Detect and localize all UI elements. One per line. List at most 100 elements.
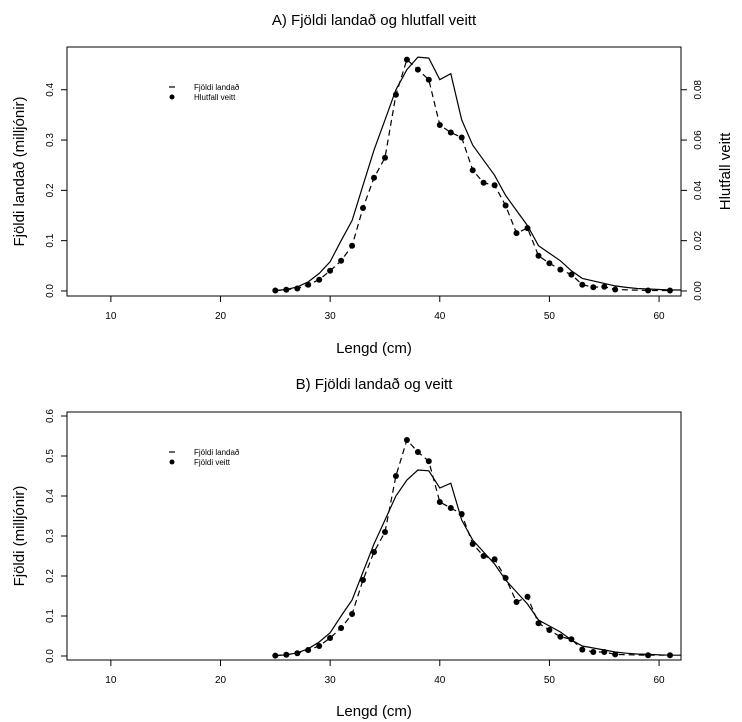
- data-point: [349, 611, 356, 617]
- y-tick-label: 0.3: [45, 529, 56, 543]
- y-tick-label: 0.5: [45, 449, 56, 463]
- legend-entry: Fjöldi landað: [194, 448, 240, 457]
- data-point: [480, 179, 487, 186]
- x-tick-label: 60: [654, 675, 666, 686]
- data-point: [392, 91, 399, 98]
- data-point: [294, 650, 301, 657]
- data-point: [469, 541, 476, 547]
- x-axis-label: Lengd (cm): [336, 703, 412, 720]
- y-tick-label: 0.1: [45, 609, 56, 623]
- data-point: [349, 242, 356, 249]
- data-point: [502, 575, 509, 581]
- data-point: [371, 174, 377, 181]
- x-tick-label: 20: [215, 675, 227, 686]
- data-point: [316, 276, 323, 283]
- data-point: [360, 205, 366, 211]
- data-point: [305, 647, 312, 653]
- legend-entry: Fjöldi landað: [194, 83, 240, 92]
- data-point: [590, 284, 597, 291]
- y-tick-label: 0.3: [45, 133, 56, 147]
- data-point: [502, 202, 509, 209]
- y2-tick-label: 0.04: [693, 180, 704, 200]
- chart-title: A) Fjöldi landað og hlutfall veitt: [272, 12, 477, 29]
- y-tick-label: 0.0: [45, 649, 56, 663]
- data-point: [447, 129, 454, 136]
- data-point: [403, 56, 410, 63]
- y2-tick-label: 0.06: [693, 130, 704, 150]
- plot-frame: [66, 46, 682, 297]
- data-point: [392, 473, 399, 479]
- data-point: [338, 625, 345, 631]
- chart-title: B) Fjöldi landað og veitt: [296, 376, 454, 393]
- y-axis-label: Fjöldi landað (milljónir): [11, 96, 28, 246]
- data-point: [338, 257, 345, 264]
- data-point: [546, 260, 553, 267]
- y-tick-label: 0.6: [45, 409, 56, 423]
- data-point: [612, 286, 619, 293]
- legend-entry: Hlutfall veitt: [194, 93, 236, 102]
- data-point: [667, 652, 673, 659]
- x-tick-label: 40: [434, 311, 446, 322]
- y-tick-label: 0.2: [45, 569, 56, 583]
- x-tick-label: 30: [325, 311, 337, 322]
- data-point: [645, 287, 652, 294]
- x-tick-label: 20: [215, 311, 227, 322]
- data-point: [557, 633, 564, 640]
- data-point: [491, 556, 498, 563]
- series-line-fjöldi-landað: [275, 469, 681, 657]
- y-tick-label: 0.4: [45, 489, 56, 503]
- data-point: [382, 529, 388, 535]
- legend-point-symbol: [169, 94, 175, 100]
- data-point: [513, 599, 520, 605]
- data-point: [535, 252, 542, 259]
- data-point: [458, 134, 465, 141]
- legend-entry: Fjöldi veitt: [194, 458, 231, 467]
- data-point: [436, 122, 443, 128]
- data-point: [458, 511, 465, 517]
- data-point: [283, 651, 290, 658]
- data-point: [469, 167, 476, 174]
- y-tick-label: 0.0: [45, 284, 56, 298]
- data-point: [425, 76, 432, 83]
- data-point: [546, 627, 553, 633]
- x-tick-label: 60: [654, 311, 666, 322]
- data-point: [327, 267, 334, 274]
- series-line-fjöldi-landað: [275, 56, 681, 292]
- data-point: [601, 283, 608, 290]
- data-point: [447, 505, 454, 511]
- data-point: [535, 620, 542, 627]
- data-point: [480, 553, 487, 559]
- data-point: [403, 437, 410, 443]
- data-point: [283, 286, 290, 293]
- data-point: [524, 593, 531, 600]
- y2-tick-label: 0.02: [693, 230, 704, 250]
- plot-frame: [66, 411, 682, 661]
- y-tick-label: 0.4: [45, 82, 56, 96]
- data-point: [568, 271, 575, 278]
- y-axis-label: Fjöldi (milljónir): [11, 486, 28, 587]
- data-point: [579, 281, 586, 288]
- data-point: [272, 652, 279, 659]
- data-point: [414, 66, 421, 73]
- data-point: [645, 652, 652, 659]
- x-tick-label: 50: [544, 311, 556, 322]
- data-point: [579, 646, 586, 653]
- data-point: [327, 635, 334, 641]
- data-point: [524, 225, 531, 232]
- y2-tick-label: 0.00: [693, 281, 704, 301]
- x-tick-label: 40: [434, 675, 446, 686]
- y2-axis-label: Hlutfall veitt: [717, 132, 734, 210]
- data-point: [294, 285, 301, 292]
- x-tick-label: 10: [105, 311, 117, 322]
- data-point: [382, 154, 388, 161]
- data-point: [316, 643, 323, 649]
- x-tick-label: 10: [105, 675, 117, 686]
- data-point: [557, 266, 564, 273]
- series-line-hlutfall-veitt: [275, 58, 670, 292]
- data-point: [667, 287, 673, 294]
- data-point: [360, 577, 366, 583]
- data-point: [612, 651, 619, 658]
- y2-tick-label: 0.08: [693, 80, 704, 100]
- data-point: [436, 499, 443, 505]
